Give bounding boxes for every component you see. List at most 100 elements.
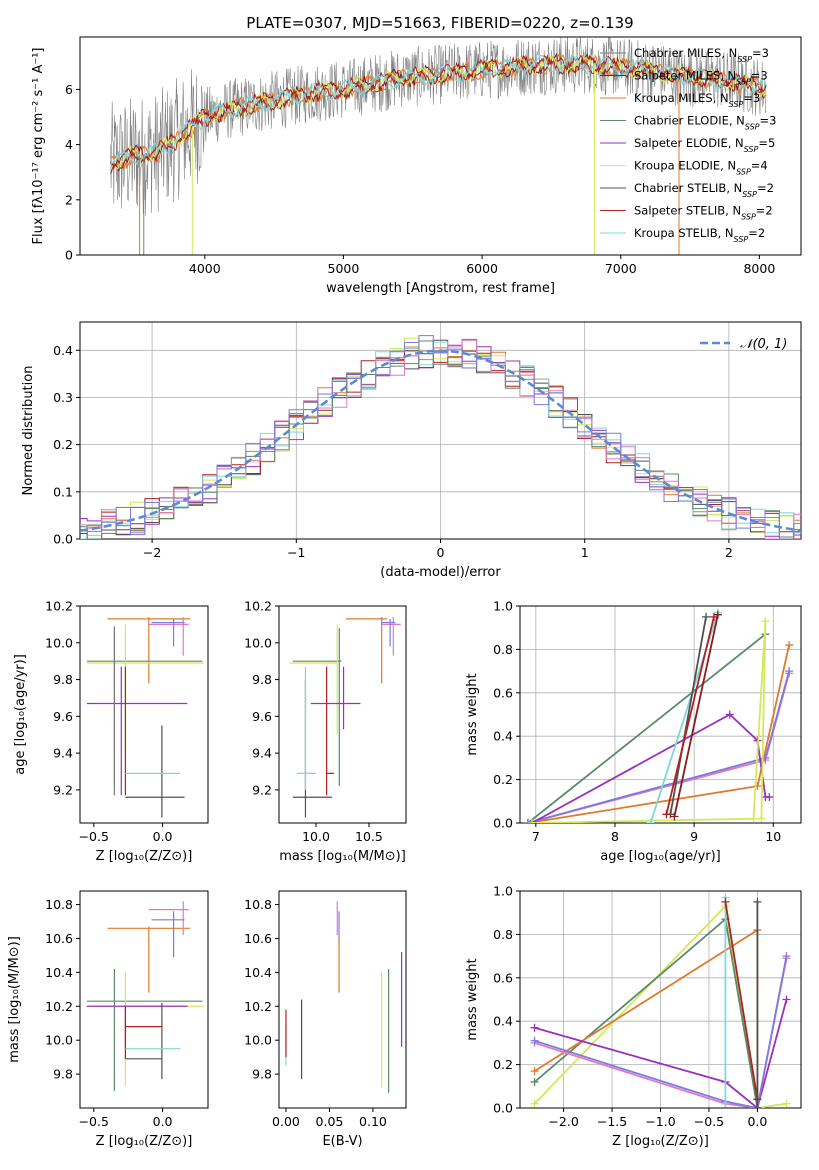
plus-marker: [530, 1077, 539, 1086]
x-tick-label: −0.5: [694, 1114, 724, 1129]
y-axis-label: mass [log₁₀(M/M⊙)]: [7, 936, 22, 1063]
y-tick-label: 10.4: [244, 965, 272, 980]
x-tick-label: −2: [143, 545, 161, 560]
legend-count: =3: [760, 114, 777, 128]
x-tick-label: −1.0: [645, 1114, 675, 1129]
plus-marker: [530, 1099, 539, 1108]
plus-marker: [721, 897, 730, 906]
x-tick-label: 0.10: [359, 1114, 387, 1129]
plus-marker: [670, 812, 679, 821]
x-tick-label: 7000: [605, 261, 637, 276]
x-tick-label: 2: [725, 545, 733, 560]
legend-count: =4: [751, 159, 768, 173]
y-axis-label: mass weight: [465, 673, 480, 755]
plus-marker: [702, 612, 711, 621]
massweight_vs_age-lines: [523, 608, 794, 823]
y-tick-label: 10.0: [45, 635, 73, 650]
y-tick-label: 0.8: [493, 927, 513, 942]
y-tick-label: 0.4: [493, 729, 513, 744]
massweight_vs_Z-lines: [530, 893, 791, 1108]
y-tick-label: 9.6: [53, 709, 73, 724]
y-tick-label: 10.2: [45, 599, 73, 614]
x-tick-label: −1: [287, 545, 305, 560]
x-tick-label: 0.0: [153, 1114, 173, 1129]
y-tick-label: 9.6: [252, 709, 272, 724]
y-tick-label: 0.8: [493, 642, 513, 657]
x-axis-label: (data-model)/error: [380, 565, 501, 580]
legend-sub: SSP: [736, 77, 751, 86]
x-tick-label: 10.0: [302, 829, 330, 844]
mass_vs_Z-axes: [76, 890, 209, 1112]
legend-count: =2: [756, 204, 773, 218]
series-line: [724, 901, 759, 1100]
y-tick-label: 0.6: [493, 685, 513, 700]
residuals-axes: [76, 321, 802, 543]
legend-label: Chabrier STELIB, NSSP=2: [634, 181, 774, 199]
legend-label: Kroupa ELODIE, NSSP=4: [634, 159, 768, 177]
y-tick-label: 9.8: [53, 672, 73, 687]
x-tick-label: 0.0: [153, 829, 173, 844]
legend-sub: SSP: [734, 235, 749, 244]
legend-sub: SSP: [736, 167, 751, 176]
plus-marker: [785, 641, 794, 650]
mass_vs_ebv-points: [285, 901, 403, 1093]
legend-label: Salpeter ELODIE, NSSP=5: [634, 136, 775, 154]
series-line: [669, 616, 707, 815]
legend-label: Salpeter STELIB, NSSP=2: [634, 204, 773, 222]
plus-marker: [523, 819, 532, 823]
x-tick-label: −0.5: [79, 1114, 109, 1129]
legend-count: =2: [748, 226, 765, 240]
y-tick-label: 10.8: [45, 897, 73, 912]
plus-marker: [785, 667, 794, 676]
mass_vs_Z-frame: [79, 890, 209, 1109]
spectrum-legend: Chabrier MILES, NSSP=3 Salpeter MILES, NS…: [600, 46, 776, 244]
plus-marker: [782, 1099, 791, 1108]
y-tick-label: 0: [65, 248, 73, 263]
x-tick-label: 7: [532, 829, 540, 844]
plus-marker: [530, 1023, 539, 1032]
legend-sub: SSP: [745, 122, 760, 131]
series-line: [665, 616, 715, 815]
spectrum-frame: [79, 36, 802, 256]
age_vs_mass-axes: [275, 605, 407, 827]
x-tick-label: 0: [437, 545, 445, 560]
x-tick-label: 5000: [328, 261, 360, 276]
y-tick-label: 0.2: [493, 1057, 513, 1072]
y-tick-label: 0.0: [53, 532, 73, 547]
y-tick-label: 0.4: [53, 343, 73, 358]
plus-marker: [753, 1104, 762, 1108]
legend-count: =2: [757, 181, 774, 195]
y-axis-label: Flux [fλ10⁻¹⁷ erg cm⁻² s⁻¹ A⁻¹]: [31, 48, 46, 245]
y-axis-label: age [log₁₀(age/yr)]: [13, 654, 28, 775]
y-tick-label: 9.2: [252, 782, 272, 797]
y-tick-label: 2: [65, 192, 73, 207]
legend-count: =3: [752, 46, 769, 60]
series-line: [533, 904, 787, 1108]
model-fit-line: [110, 53, 767, 169]
y-tick-label: 4: [65, 137, 73, 152]
series-line: [534, 999, 788, 1108]
legend-label: 𝒩(0, 1): [740, 337, 787, 352]
x-tick-label: 1: [581, 545, 589, 560]
x-tick-label: −0.5: [79, 829, 109, 844]
x-axis-label: Z [log₁₀(Z/Z⊙)]: [96, 849, 193, 864]
series-line: [527, 633, 766, 823]
y-tick-label: 9.8: [53, 1067, 73, 1082]
spectrum-lines: [110, 37, 767, 255]
legend-count: =3: [751, 69, 768, 83]
y-tick-label: 10.0: [244, 1033, 272, 1048]
y-tick-label: 10.2: [244, 599, 272, 614]
y-tick-label: 0.4: [493, 1014, 513, 1029]
age_vs_mass-frame: [278, 605, 407, 824]
legend-sub: SSP: [744, 145, 759, 154]
histogram-step: [80, 335, 801, 539]
plus-marker: [782, 995, 791, 1004]
legend-label: Salpeter MILES, NSSP=3: [634, 69, 768, 87]
series-line: [534, 955, 788, 1108]
y-tick-label: 0.2: [493, 772, 513, 787]
y-tick-label: 0.1: [53, 484, 73, 499]
observed-spectrum: [110, 37, 767, 216]
y-tick-label: 10.2: [244, 999, 272, 1014]
y-tick-label: 9.8: [252, 672, 272, 687]
